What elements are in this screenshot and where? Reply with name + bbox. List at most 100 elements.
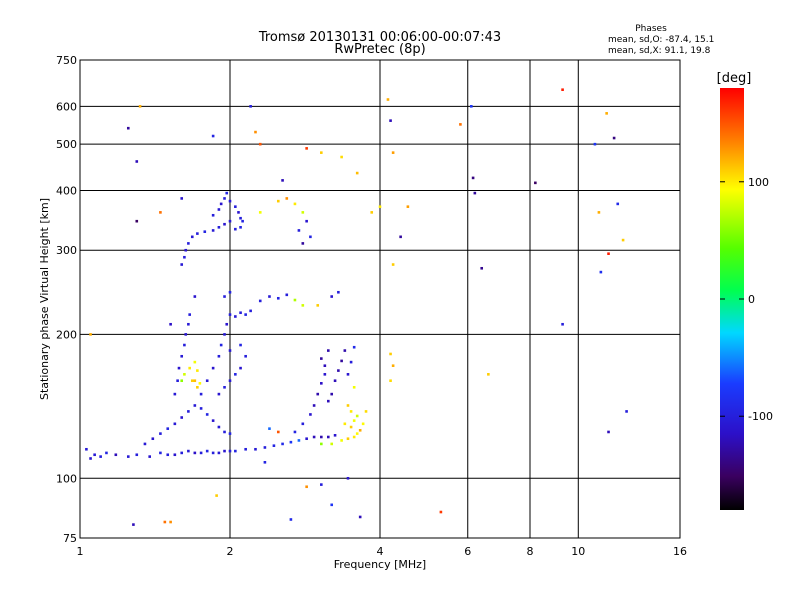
x-axis-label: Frequency [MHz] [334,558,426,571]
data-point [349,425,353,429]
data-point [183,373,186,376]
data-point [151,437,155,441]
x-tick-label: 10 [571,545,585,558]
data-point [211,419,215,422]
data-point [316,304,320,307]
data-point [534,181,537,185]
data-point [330,442,334,446]
data-point [241,219,244,223]
data-point [205,413,209,416]
data-point [320,435,323,439]
x-tick-label: 8 [527,545,534,558]
data-point [138,105,142,108]
data-point [346,373,350,376]
data-point [219,343,223,347]
data-point [389,379,392,383]
data-point [225,191,229,195]
data-point [346,437,350,441]
data-point [234,315,237,318]
data-point [289,440,293,444]
data-point [301,211,305,214]
data-point [234,449,237,453]
data-point [234,373,237,376]
colorbar-label: [deg] [717,71,752,86]
data-point [297,229,301,232]
data-point [211,451,215,455]
data-point [228,219,232,223]
data-point [228,290,232,294]
data-point [561,322,564,326]
data-point [223,197,226,200]
data-point [459,123,462,126]
data-point [361,422,365,426]
colorbar-tick-label: 100 [748,176,769,189]
data-point [215,494,218,497]
data-point [349,410,353,413]
data-point [340,359,343,363]
data-point [327,435,330,439]
data-point [234,227,237,231]
data-point [184,333,188,336]
data-point [135,453,139,457]
data-point [406,205,410,208]
data-point [237,211,240,214]
data-point [355,414,359,418]
data-point [340,155,343,159]
data-point [370,211,374,214]
data-point [263,446,267,449]
data-point [198,382,202,385]
data-point [625,410,628,413]
x-tick-label: 16 [673,545,687,558]
data-point [355,171,359,175]
data-point [205,449,209,453]
data-point [211,229,215,232]
data-point [173,392,177,396]
data-point [293,298,297,302]
data-point [327,349,330,352]
data-point [378,205,382,208]
data-point [223,386,226,389]
data-point [605,112,608,115]
data-point [105,451,108,455]
data-point [301,304,305,307]
data-point [320,442,323,446]
phase-stats-o: mean, sd,O: -87.4, 15.1 [608,35,714,45]
data-point [180,197,184,200]
data-point [184,248,188,252]
y-tick-label: 100 [56,472,77,485]
data-point [391,151,395,154]
data-point [616,202,620,206]
data-point [193,379,197,383]
data-point [343,349,347,352]
data-point [199,392,203,396]
data-point [293,430,297,434]
x-tick-label: 4 [377,545,384,558]
data-point [180,354,184,358]
data-point [211,366,215,370]
data-point [143,442,147,446]
data-point [169,520,172,524]
data-point [211,134,215,138]
data-point [196,232,199,235]
y-tick-label: 500 [56,138,77,151]
data-point [193,404,197,407]
data-point [349,360,353,364]
data-point [293,202,297,206]
data-point [312,404,316,407]
data-point [239,366,242,370]
data-point [177,366,181,370]
data-point [217,451,221,455]
x-tick-label: 2 [227,545,234,558]
data-point [217,425,221,429]
data-point [337,290,340,294]
data-point [190,235,194,239]
data-point [330,295,334,298]
data-point [223,295,226,298]
data-points [85,88,628,526]
data-point [258,142,262,146]
axis-ticks: 1 2 4 6 8 10 16 75 100 200 300 400 500 600 750 [56,54,687,558]
data-point [258,211,262,214]
data-point [244,354,247,358]
data-point [93,453,96,457]
